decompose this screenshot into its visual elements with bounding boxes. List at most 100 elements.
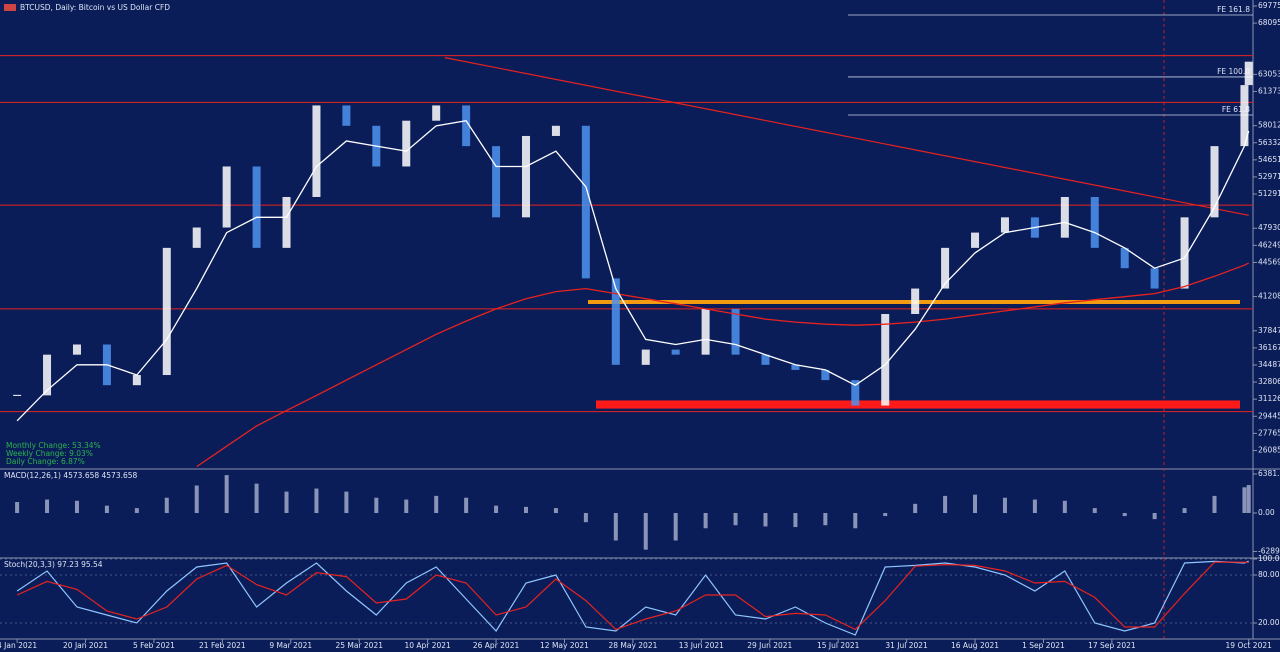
- y-tick-label: 47930.3: [1258, 223, 1280, 232]
- macd-bar: [374, 497, 379, 513]
- y-tick-label: 0.00: [1258, 508, 1275, 517]
- macd-bar: [583, 512, 588, 523]
- candle: [671, 349, 680, 355]
- y-tick-label: 56332.3: [1258, 138, 1280, 147]
- macd-bar: [673, 512, 678, 541]
- candle: [222, 166, 231, 228]
- macd-title: MACD(12,26,1) 4573.658 4573.658: [4, 471, 138, 480]
- y-tick-label: 32806.7: [1258, 377, 1280, 386]
- candle: [1240, 85, 1249, 147]
- stoch-line: [16, 560, 1249, 636]
- macd-bar: [1246, 485, 1251, 513]
- candle: [192, 227, 201, 248]
- macd-bar: [15, 501, 20, 513]
- macd-bar: [464, 497, 469, 513]
- ma-slow: [196, 262, 1249, 468]
- macd-bar: [404, 499, 409, 513]
- y-tick-label: 52971.5: [1258, 172, 1280, 181]
- macd-bar: [1032, 499, 1037, 513]
- stat: Weekly Change: 9.03%: [6, 449, 93, 458]
- stoch-title: Stoch(20,3,3) 97.23 95.54: [4, 560, 103, 569]
- y-tick-label: 31126.3: [1258, 394, 1280, 403]
- y-tick-label: 20.00: [1258, 618, 1280, 627]
- candle: [611, 278, 620, 365]
- y-tick-label: 29445.9: [1258, 411, 1280, 420]
- macd-bar: [314, 488, 319, 513]
- macd-bar: [973, 494, 978, 513]
- candle: [881, 313, 890, 406]
- x-tick-label: 19 Oct 2021: [1226, 641, 1273, 650]
- y-tick-label: 27765.5: [1258, 428, 1280, 437]
- candle: [1120, 247, 1129, 269]
- support-zone: [596, 400, 1240, 409]
- candle: [72, 344, 81, 355]
- candle: [641, 349, 650, 365]
- macd-bar: [1122, 512, 1127, 517]
- stat: Daily Change: 6.87%: [6, 457, 85, 466]
- x-tick-label: 15 Jul 2021: [817, 641, 860, 650]
- y-tick-label: 37847.9: [1258, 326, 1280, 335]
- macd-bar: [643, 512, 648, 550]
- candle: [132, 375, 141, 386]
- macd-bar: [344, 491, 349, 513]
- y-tick-label: 6381.18: [1258, 469, 1280, 478]
- candle: [761, 354, 770, 365]
- candle: [432, 105, 441, 121]
- y-tick-label: 58012.7: [1258, 121, 1280, 130]
- macd-bar: [45, 499, 50, 513]
- macd-bar: [254, 483, 259, 513]
- trendline: [444, 57, 1249, 216]
- macd-bar: [1182, 508, 1187, 513]
- candle: [462, 105, 471, 147]
- y-tick-label: 36167.5: [1258, 343, 1280, 352]
- macd-bar: [224, 475, 229, 513]
- x-tick-label: 13 Jun 2021: [679, 641, 724, 650]
- macd-bar: [494, 505, 499, 513]
- x-tick-label: 16 Aug 2021: [951, 641, 999, 650]
- candle: [402, 120, 411, 167]
- y-tick-label: 41208.7: [1258, 292, 1280, 301]
- macd-bar: [733, 512, 738, 526]
- x-tick-label: 10 Apr 2021: [404, 641, 451, 650]
- candle: [312, 105, 321, 197]
- y-tick-label: -6289.3: [1258, 546, 1280, 555]
- candle: [971, 232, 980, 248]
- fib-label: FE 100.0: [1217, 67, 1250, 76]
- x-tick-label: 4 Jan 2021: [0, 641, 37, 650]
- x-tick-label: 5 Feb 2021: [133, 641, 175, 650]
- header: BTCUSD, Daily: Bitcoin vs US Dollar CFD: [20, 3, 170, 12]
- x-tick-label: 25 Mar 2021: [335, 641, 383, 650]
- candle: [1060, 196, 1069, 238]
- candle: [1210, 146, 1219, 218]
- stat: Monthly Change: 53.34%: [6, 441, 101, 450]
- x-tick-label: 28 May 2021: [608, 641, 657, 650]
- macd-bar: [284, 491, 289, 513]
- y-tick-label: 69775.0: [1258, 1, 1280, 10]
- candle: [43, 354, 52, 396]
- macd-bar: [524, 506, 529, 513]
- candle: [911, 288, 920, 314]
- candle: [342, 105, 351, 126]
- candle: [282, 196, 291, 248]
- x-tick-label: 1 Sep 2021: [1022, 641, 1065, 650]
- macd-bar: [74, 500, 79, 513]
- y-tick-label: 46249.9: [1258, 240, 1280, 249]
- macd-bar: [883, 512, 888, 517]
- macd-bar: [943, 495, 948, 513]
- x-tick-label: 21 Feb 2021: [199, 641, 246, 650]
- candle: [941, 247, 950, 289]
- candle: [851, 380, 860, 406]
- macd-bar: [853, 512, 858, 529]
- symbol-icon: [4, 4, 16, 11]
- y-tick-label: 51291.1: [1258, 189, 1280, 198]
- y-tick-label: 44569.5: [1258, 257, 1280, 266]
- y-tick-label: 26085.1: [1258, 445, 1280, 454]
- y-tick-label: 80.00: [1258, 570, 1280, 579]
- macd-bar: [194, 485, 199, 513]
- macd-bar: [1242, 487, 1247, 513]
- fib-label: FE 161.8: [1217, 5, 1250, 14]
- candle: [1244, 61, 1253, 86]
- stoch-line: [16, 561, 1249, 631]
- macd-bar: [1212, 495, 1217, 513]
